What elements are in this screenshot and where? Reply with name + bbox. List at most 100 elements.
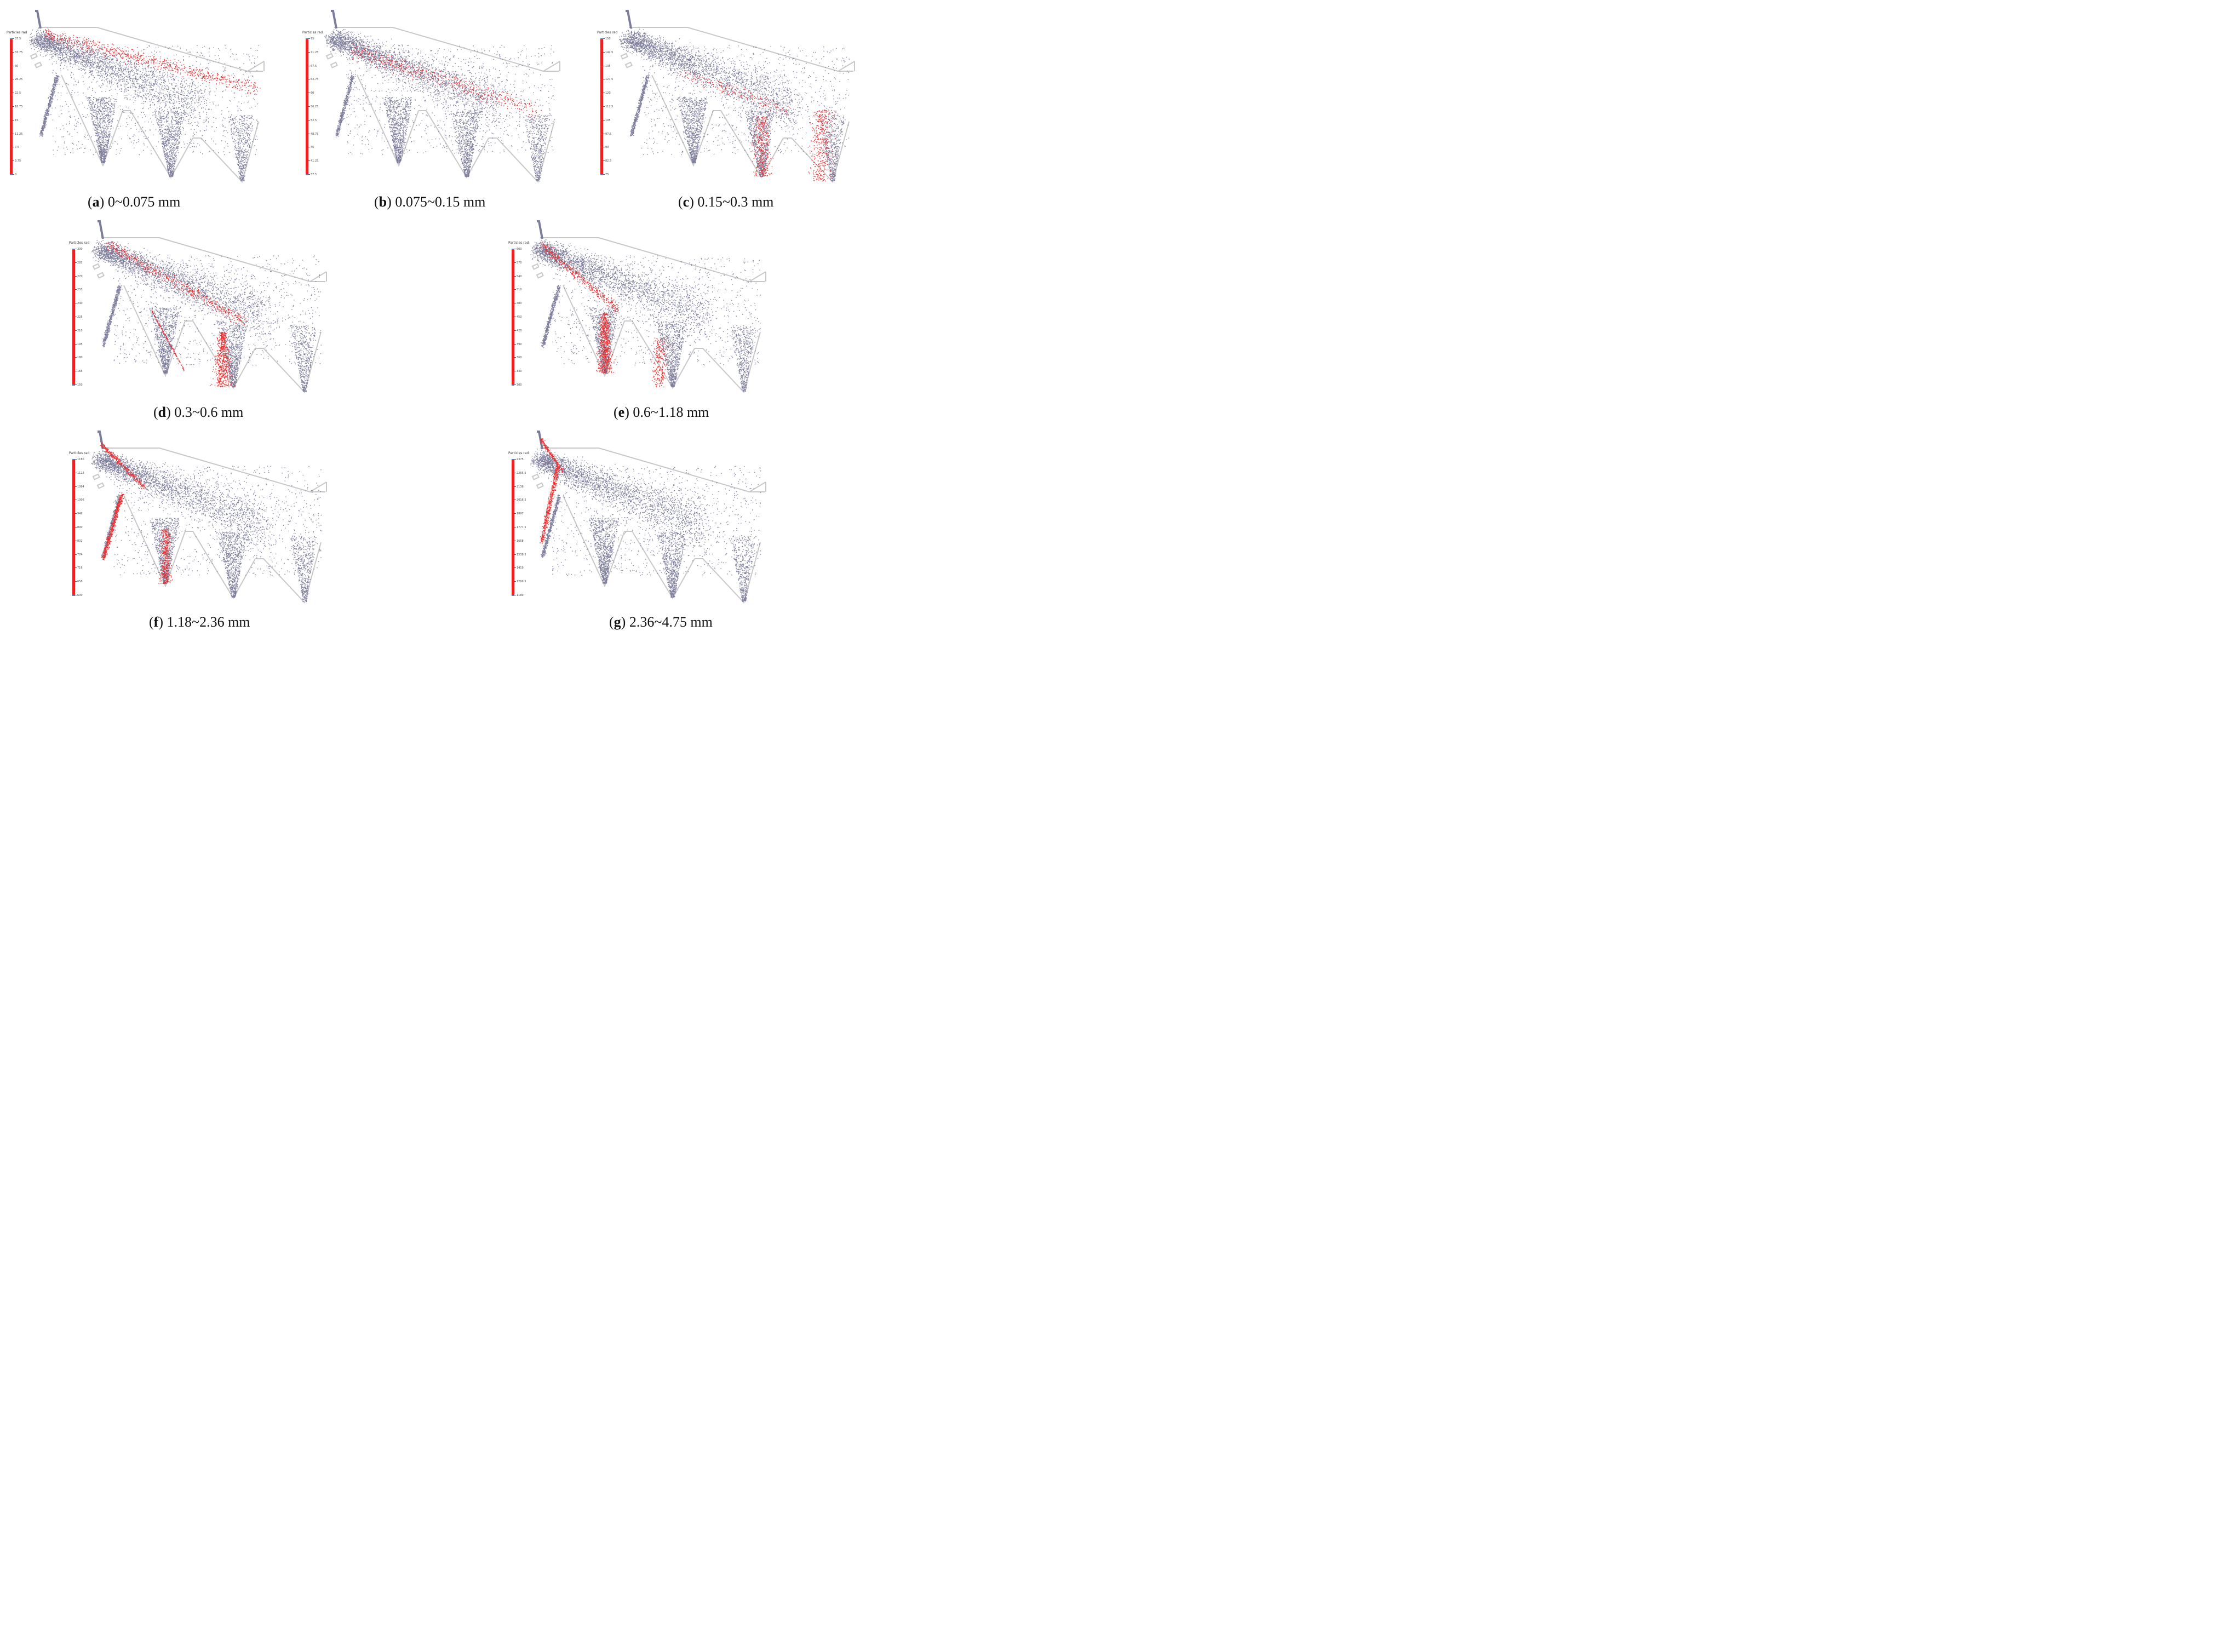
colorbar-tick: 97.5 (603, 133, 611, 136)
particle-simulation (530, 431, 766, 604)
colorbar-tick: 71.25 (308, 51, 318, 54)
colorbar: Particles rad 600 570 540 510 480 450 420 390 360… (508, 217, 541, 398)
colorbar-tick: 540 (514, 275, 522, 278)
colorbar-tick: 600 (75, 594, 83, 597)
panel-f: Particles rad 1180 1122 1064 1006 948 890 832 77… (69, 427, 343, 608)
colorbar-tick: 300 (514, 383, 522, 387)
gray-particles (324, 29, 555, 182)
colorbar-tick: 774 (75, 553, 83, 557)
colorbar-tick: 1006 (75, 498, 84, 502)
red-particles (106, 242, 247, 388)
colorbar-tick: 480 (514, 302, 522, 305)
particle-simulation (619, 10, 855, 183)
particle-simulation (324, 10, 560, 183)
caption-f: (f) 1.18~2.36 mm (149, 614, 250, 630)
particle-simulation (91, 220, 327, 393)
colorbar-tick: 1180 (514, 594, 524, 597)
colorbar-tick: 165 (75, 370, 83, 373)
separator-walls (620, 10, 855, 183)
colorbar-tick: 2016.5 (514, 498, 526, 502)
colorbar-tick: 1299.5 (514, 580, 526, 583)
colorbar-tick: 90 (603, 146, 609, 149)
colorbar-tick: 33.75 (13, 51, 22, 54)
panel-e: Particles rad 600 570 540 510 480 450 420 390 360… (508, 217, 782, 398)
colorbar-gradient (512, 249, 514, 386)
panel-d: Particles rad 300 285 270 255 240 225 210 195 180… (69, 217, 343, 398)
red-particles (540, 241, 669, 388)
colorbar-tick: 2375 (514, 458, 524, 461)
colorbar-tick: 2255.5 (514, 472, 526, 475)
colorbar-tick: 1538.5 (514, 553, 526, 557)
colorbar-tick: 225 (75, 316, 83, 319)
gray-particles (530, 239, 761, 392)
particle-simulation (530, 220, 766, 393)
colorbar-tick: 22.5 (13, 91, 21, 95)
colorbar-tick: 75 (603, 173, 609, 176)
colorbar-tick: 18.75 (13, 105, 22, 108)
separator-walls (92, 220, 327, 393)
colorbar-tick: 1122 (75, 472, 84, 475)
gray-particles (29, 28, 259, 181)
panel-a: Particles rad 37.5 33.75 30 26.25 22.5 18.75 15… (7, 7, 280, 187)
colorbar-tick: 330 (514, 370, 522, 373)
colorbar-tick: 285 (75, 261, 83, 265)
colorbar-tick: 1180 (75, 458, 84, 461)
colorbar-tick: 105 (603, 119, 611, 122)
colorbar: Particles rad 37.5 33.75 30 26.25 22.5 18.75 15… (7, 7, 39, 187)
colorbar-tick: 1777.5 (514, 526, 526, 529)
colorbar-tick: 1897 (514, 512, 524, 515)
colorbar-tick: 890 (75, 526, 83, 529)
colorbar-tick: 570 (514, 261, 522, 265)
separator-walls (325, 10, 560, 183)
colorbar-tick: 63.75 (308, 78, 318, 81)
caption-b: (b) 0.075~0.15 mm (374, 194, 485, 210)
colorbar-tick: 390 (514, 343, 522, 346)
colorbar-gradient (72, 249, 75, 386)
gray-particles (619, 28, 850, 182)
colorbar-tick: 1419 (514, 566, 524, 570)
panel-c: Particles rad 150 142.5 135 127.5 120 112.5 105… (597, 7, 871, 187)
separator-walls (531, 220, 766, 393)
colorbar-tick: 420 (514, 329, 522, 332)
colorbar-tick: 135 (603, 65, 611, 68)
colorbar-gradient (72, 459, 75, 596)
colorbar-tick: 127.5 (603, 78, 613, 81)
colorbar-title: Particles rad (508, 241, 529, 245)
colorbar-title: Particles rad (7, 31, 27, 35)
colorbar-tick: 2136 (514, 485, 524, 489)
colorbar-tick: 658 (75, 580, 83, 583)
colorbar: Particles rad 2375 2255.5 2136 2016.5 1897 177… (508, 427, 541, 608)
colorbar-gradient (306, 38, 308, 175)
caption-g: (g) 2.36~4.75 mm (609, 614, 713, 630)
red-particles (680, 70, 836, 182)
colorbar-tick: 37.5 (13, 37, 21, 41)
colorbar-tick: 300 (75, 248, 83, 251)
panel-b: Particles rad 75 71.25 67.5 63.75 60 56.25 52.5… (302, 7, 576, 187)
separator-walls (531, 431, 766, 604)
gray-particles (91, 450, 322, 603)
colorbar-title: Particles rad (508, 451, 529, 455)
colorbar-gradient (10, 38, 13, 175)
caption-d: (d) 0.3~0.6 mm (153, 404, 243, 421)
colorbar-tick: 75 (308, 37, 314, 41)
colorbar-tick: 52.5 (308, 119, 317, 122)
colorbar-tick: 510 (514, 288, 522, 291)
colorbar-tick: 48.75 (308, 133, 318, 136)
colorbar-tick: 716 (75, 566, 83, 570)
colorbar-tick: 142.5 (603, 51, 613, 54)
caption-a: (a) 0~0.075 mm (88, 194, 180, 210)
colorbar-tick: 3.75 (13, 159, 21, 163)
colorbar-tick: 37.5 (308, 173, 317, 176)
colorbar-tick: 82.5 (603, 159, 611, 163)
colorbar-tick: 360 (514, 356, 522, 359)
colorbar-tick: 30 (13, 65, 18, 68)
colorbar-tick: 41.25 (308, 159, 318, 163)
colorbar-tick: 112.5 (603, 105, 613, 108)
colorbar-tick: 67.5 (308, 65, 317, 68)
colorbar-tick: 60 (308, 91, 314, 95)
colorbar-tick: 150 (75, 383, 83, 387)
colorbar: Particles rad 1180 1122 1064 1006 948 890 832 77… (69, 427, 102, 608)
colorbar-title: Particles rad (302, 31, 323, 35)
colorbar-tick: 26.25 (13, 78, 22, 81)
colorbar-tick: 15 (13, 119, 18, 122)
